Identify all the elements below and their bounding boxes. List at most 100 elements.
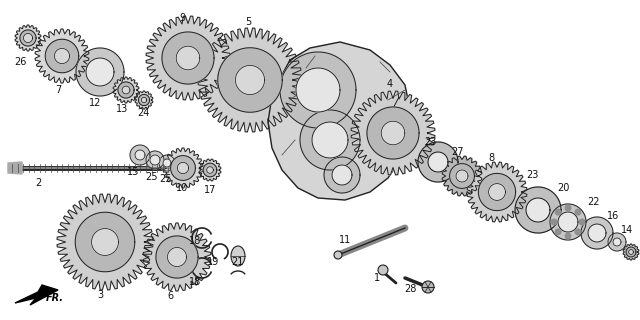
Polygon shape <box>418 142 458 182</box>
Text: 6: 6 <box>167 291 173 301</box>
Polygon shape <box>146 151 164 169</box>
Polygon shape <box>550 204 586 240</box>
Circle shape <box>378 265 388 275</box>
Polygon shape <box>207 167 213 173</box>
Polygon shape <box>324 157 360 193</box>
Polygon shape <box>367 107 419 159</box>
Text: 20: 20 <box>557 183 569 193</box>
Polygon shape <box>551 219 557 225</box>
Circle shape <box>422 281 434 293</box>
Text: 18: 18 <box>189 236 201 246</box>
Text: 26: 26 <box>14 57 26 67</box>
Polygon shape <box>92 228 118 255</box>
Polygon shape <box>268 42 410 200</box>
Polygon shape <box>171 156 195 180</box>
Text: 13: 13 <box>116 104 128 114</box>
Polygon shape <box>86 58 114 86</box>
Polygon shape <box>54 48 70 64</box>
Text: 2: 2 <box>35 178 41 188</box>
Polygon shape <box>218 48 282 112</box>
Polygon shape <box>168 247 186 267</box>
Polygon shape <box>626 247 636 257</box>
Polygon shape <box>156 236 198 278</box>
Polygon shape <box>467 162 527 222</box>
Polygon shape <box>203 163 217 177</box>
Polygon shape <box>450 164 474 188</box>
Text: 25: 25 <box>146 172 158 182</box>
Polygon shape <box>579 219 585 225</box>
Polygon shape <box>113 77 139 103</box>
Polygon shape <box>565 233 571 239</box>
Text: 8: 8 <box>488 153 494 163</box>
Ellipse shape <box>231 246 245 266</box>
Polygon shape <box>76 212 135 272</box>
Polygon shape <box>122 86 130 94</box>
Polygon shape <box>146 16 230 100</box>
Text: 15: 15 <box>127 167 139 177</box>
Text: 21: 21 <box>231 257 243 267</box>
Polygon shape <box>556 209 561 215</box>
Polygon shape <box>613 238 621 246</box>
Polygon shape <box>556 229 561 235</box>
Polygon shape <box>20 30 36 46</box>
Polygon shape <box>57 194 153 290</box>
Polygon shape <box>479 173 516 211</box>
Text: 7: 7 <box>55 85 61 95</box>
Polygon shape <box>575 229 580 235</box>
Polygon shape <box>15 285 58 305</box>
Text: 19: 19 <box>207 257 219 267</box>
Text: 5: 5 <box>245 17 251 27</box>
Polygon shape <box>163 148 203 188</box>
Polygon shape <box>76 48 124 96</box>
Polygon shape <box>150 155 160 165</box>
Polygon shape <box>45 39 79 73</box>
Polygon shape <box>332 165 352 185</box>
Polygon shape <box>575 209 580 215</box>
Polygon shape <box>558 212 578 232</box>
Text: 16: 16 <box>607 211 619 221</box>
Text: 12: 12 <box>89 98 101 108</box>
Polygon shape <box>588 224 606 242</box>
Polygon shape <box>199 159 221 181</box>
Polygon shape <box>628 250 634 254</box>
Text: FR.: FR. <box>46 293 64 303</box>
Polygon shape <box>428 152 448 172</box>
Text: 23: 23 <box>424 137 436 147</box>
Polygon shape <box>130 145 150 165</box>
Text: 3: 3 <box>97 290 103 300</box>
Polygon shape <box>296 68 340 112</box>
Polygon shape <box>138 94 150 106</box>
Text: 11: 11 <box>339 235 351 245</box>
Polygon shape <box>608 233 626 251</box>
Polygon shape <box>198 28 302 132</box>
Text: 4: 4 <box>387 79 393 89</box>
Polygon shape <box>488 184 506 200</box>
Text: 25: 25 <box>159 174 172 184</box>
Polygon shape <box>176 46 200 70</box>
Polygon shape <box>141 97 147 103</box>
Text: 28: 28 <box>404 284 416 294</box>
Polygon shape <box>280 52 356 128</box>
Circle shape <box>334 251 342 259</box>
Text: 22: 22 <box>588 197 600 207</box>
Polygon shape <box>515 187 561 233</box>
Polygon shape <box>236 66 264 94</box>
Polygon shape <box>442 156 482 196</box>
Polygon shape <box>159 155 175 171</box>
Polygon shape <box>381 121 404 145</box>
Polygon shape <box>581 217 613 249</box>
Polygon shape <box>565 205 571 211</box>
Polygon shape <box>526 198 550 222</box>
Text: 1: 1 <box>374 273 380 283</box>
Text: 18: 18 <box>189 277 201 287</box>
Text: 10: 10 <box>176 183 188 193</box>
Text: 14: 14 <box>621 225 633 235</box>
Text: 23: 23 <box>526 170 538 180</box>
Polygon shape <box>35 29 89 83</box>
Polygon shape <box>312 122 348 158</box>
Polygon shape <box>162 32 214 84</box>
Polygon shape <box>118 82 134 98</box>
Polygon shape <box>135 150 145 160</box>
Text: 24: 24 <box>137 108 149 118</box>
Text: 9: 9 <box>179 13 185 23</box>
